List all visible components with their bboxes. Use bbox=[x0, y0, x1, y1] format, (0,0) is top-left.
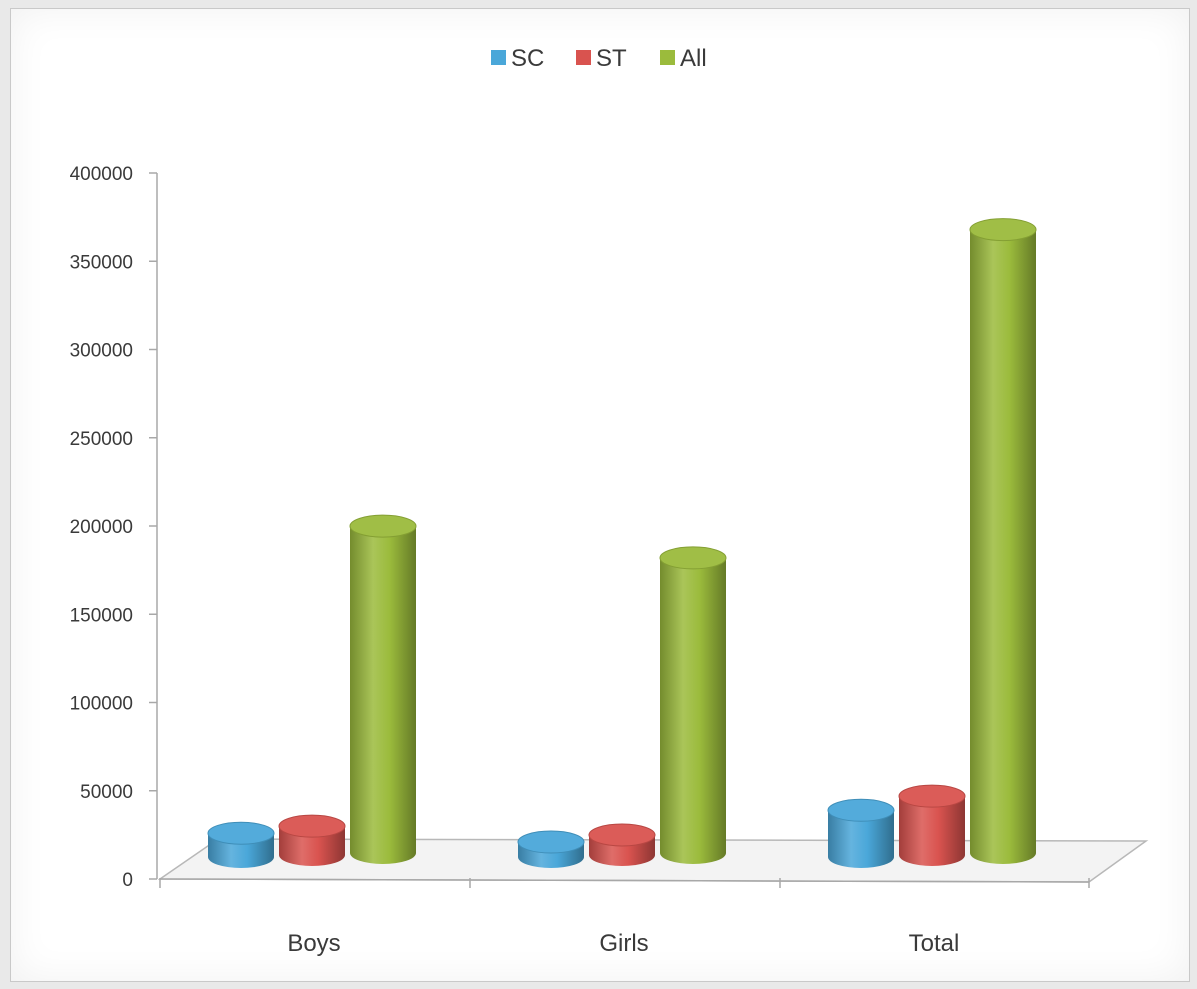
legend-label: ST bbox=[596, 45, 627, 72]
legend-swatch bbox=[491, 50, 506, 65]
y-tick-label: 350000 bbox=[70, 252, 133, 273]
bar-st-total bbox=[898, 784, 966, 866]
bar-body bbox=[899, 796, 965, 866]
y-tick-label: 50000 bbox=[80, 782, 133, 803]
bar-top-cap bbox=[827, 798, 895, 822]
x-axis-labels: Boys Girls Total bbox=[287, 930, 959, 957]
y-tick-label: 0 bbox=[122, 870, 133, 891]
x-tick-label: Boys bbox=[287, 930, 340, 957]
bar-top-cap bbox=[588, 823, 656, 847]
x-tick-label: Total bbox=[909, 930, 960, 957]
y-tick-label: 100000 bbox=[70, 694, 133, 715]
bar-st-girls bbox=[588, 823, 656, 866]
y-tick-label: 200000 bbox=[70, 517, 133, 538]
legend-swatch bbox=[660, 50, 675, 65]
bar-top-cap bbox=[659, 546, 727, 570]
y-tick-label: 150000 bbox=[70, 605, 133, 626]
bar-top-cap bbox=[349, 514, 417, 538]
bar-sc-total bbox=[827, 798, 895, 868]
y-tick-label: 250000 bbox=[70, 429, 133, 450]
bar-top-cap bbox=[207, 821, 275, 845]
bar-st-boys bbox=[278, 814, 346, 866]
bar-top-cap bbox=[278, 814, 346, 838]
bar-all-total bbox=[969, 218, 1037, 865]
bar-top-cap bbox=[969, 218, 1037, 242]
bar-sc-girls bbox=[517, 830, 585, 868]
legend: SC ST All bbox=[491, 45, 707, 72]
bar-body bbox=[828, 810, 894, 868]
x-axis-line bbox=[159, 878, 1090, 883]
bar-body bbox=[350, 526, 416, 864]
y-tick-label: 300000 bbox=[70, 341, 133, 362]
legend-item-sc: SC bbox=[491, 45, 544, 72]
bar-body bbox=[660, 557, 726, 864]
bar-all-boys bbox=[349, 514, 417, 864]
x-tick-label: Girls bbox=[599, 930, 648, 957]
legend-swatch bbox=[576, 50, 591, 65]
legend-label: All bbox=[680, 45, 707, 72]
bar-top-cap bbox=[517, 830, 585, 854]
y-axis: 0 50000 100000 150000 200000 250000 300000 3500… bbox=[70, 164, 1090, 891]
bar-top-cap bbox=[898, 784, 966, 808]
bar-body bbox=[970, 229, 1036, 865]
legend-item-st: ST bbox=[576, 45, 627, 72]
bar-sc-boys bbox=[207, 821, 275, 868]
y-tick-label: 400000 bbox=[70, 164, 133, 185]
legend-label: SC bbox=[511, 45, 544, 72]
bar-all-girls bbox=[659, 546, 727, 864]
legend-item-all: All bbox=[660, 45, 707, 72]
bars bbox=[207, 218, 1037, 868]
